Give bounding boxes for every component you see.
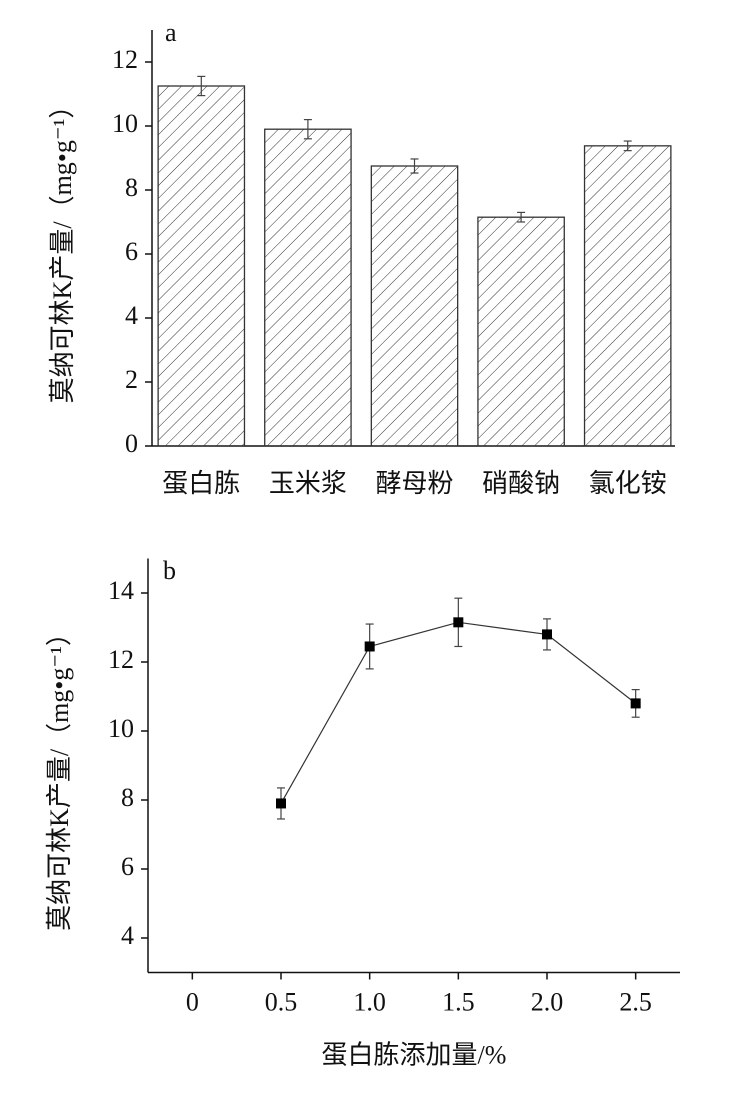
y-tick-label: 6 (125, 237, 138, 266)
y-tick-label: 4 (125, 301, 138, 330)
x-tick-label: 酵母粉 (375, 469, 453, 498)
bar (264, 128, 352, 447)
y-axis-title: 莫纳可林K产量/（mg•g⁻¹） (45, 620, 74, 931)
y-tick-label: 0 (125, 429, 138, 458)
x-tick-label: 0.5 (265, 987, 298, 1016)
x-tick-label: 硝酸钠 (482, 469, 560, 498)
y-tick-label: 8 (121, 783, 134, 812)
error-bar (197, 75, 206, 97)
y-tick-label: 8 (125, 173, 138, 202)
bar (370, 165, 459, 447)
error-bar (623, 140, 632, 152)
x-tick-label: 蛋白胨 (162, 469, 240, 498)
y-tick-label: 6 (121, 852, 134, 881)
point (276, 798, 286, 809)
bar (157, 85, 246, 447)
error-bar (410, 158, 419, 174)
y-tick-label: 10 (108, 714, 134, 743)
panel-label: a (165, 18, 177, 47)
point (542, 629, 552, 640)
y-tick-label: 4 (121, 921, 134, 950)
x-tick-label: 0 (186, 987, 199, 1016)
bar (583, 145, 672, 447)
point (364, 641, 375, 652)
error-bar (517, 211, 526, 223)
x-tick-label: 2.0 (531, 987, 564, 1016)
x-axis-title: 蛋白胨添加量/% (322, 1040, 507, 1069)
point (453, 617, 464, 628)
y-tick-label: 14 (108, 576, 134, 605)
x-tick-label: 1.5 (442, 987, 475, 1016)
x-tick-label: 玉米浆 (269, 469, 347, 498)
point (630, 698, 641, 709)
y-tick-label: 12 (108, 645, 134, 674)
line (280, 621, 637, 804)
y-tick-label: 12 (112, 45, 138, 74)
panel-label: b (163, 556, 176, 585)
x-tick-label: 1.0 (353, 987, 386, 1016)
y-axis-title: 莫纳可林K产量/（mg•g⁻¹） (48, 93, 77, 404)
bar (477, 216, 565, 447)
y-tick-label: 2 (125, 365, 138, 394)
error-bar (303, 118, 312, 140)
x-tick-label: 氯化铵 (589, 469, 667, 498)
y-tick-label: 10 (112, 109, 138, 138)
x-tick-label: 2.5 (619, 987, 652, 1016)
